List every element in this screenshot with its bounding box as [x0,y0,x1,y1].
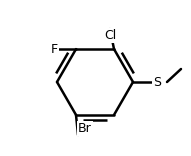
Text: Cl: Cl [104,29,116,42]
Text: Br: Br [78,122,92,135]
Text: S: S [153,76,161,88]
Text: F: F [51,43,58,56]
